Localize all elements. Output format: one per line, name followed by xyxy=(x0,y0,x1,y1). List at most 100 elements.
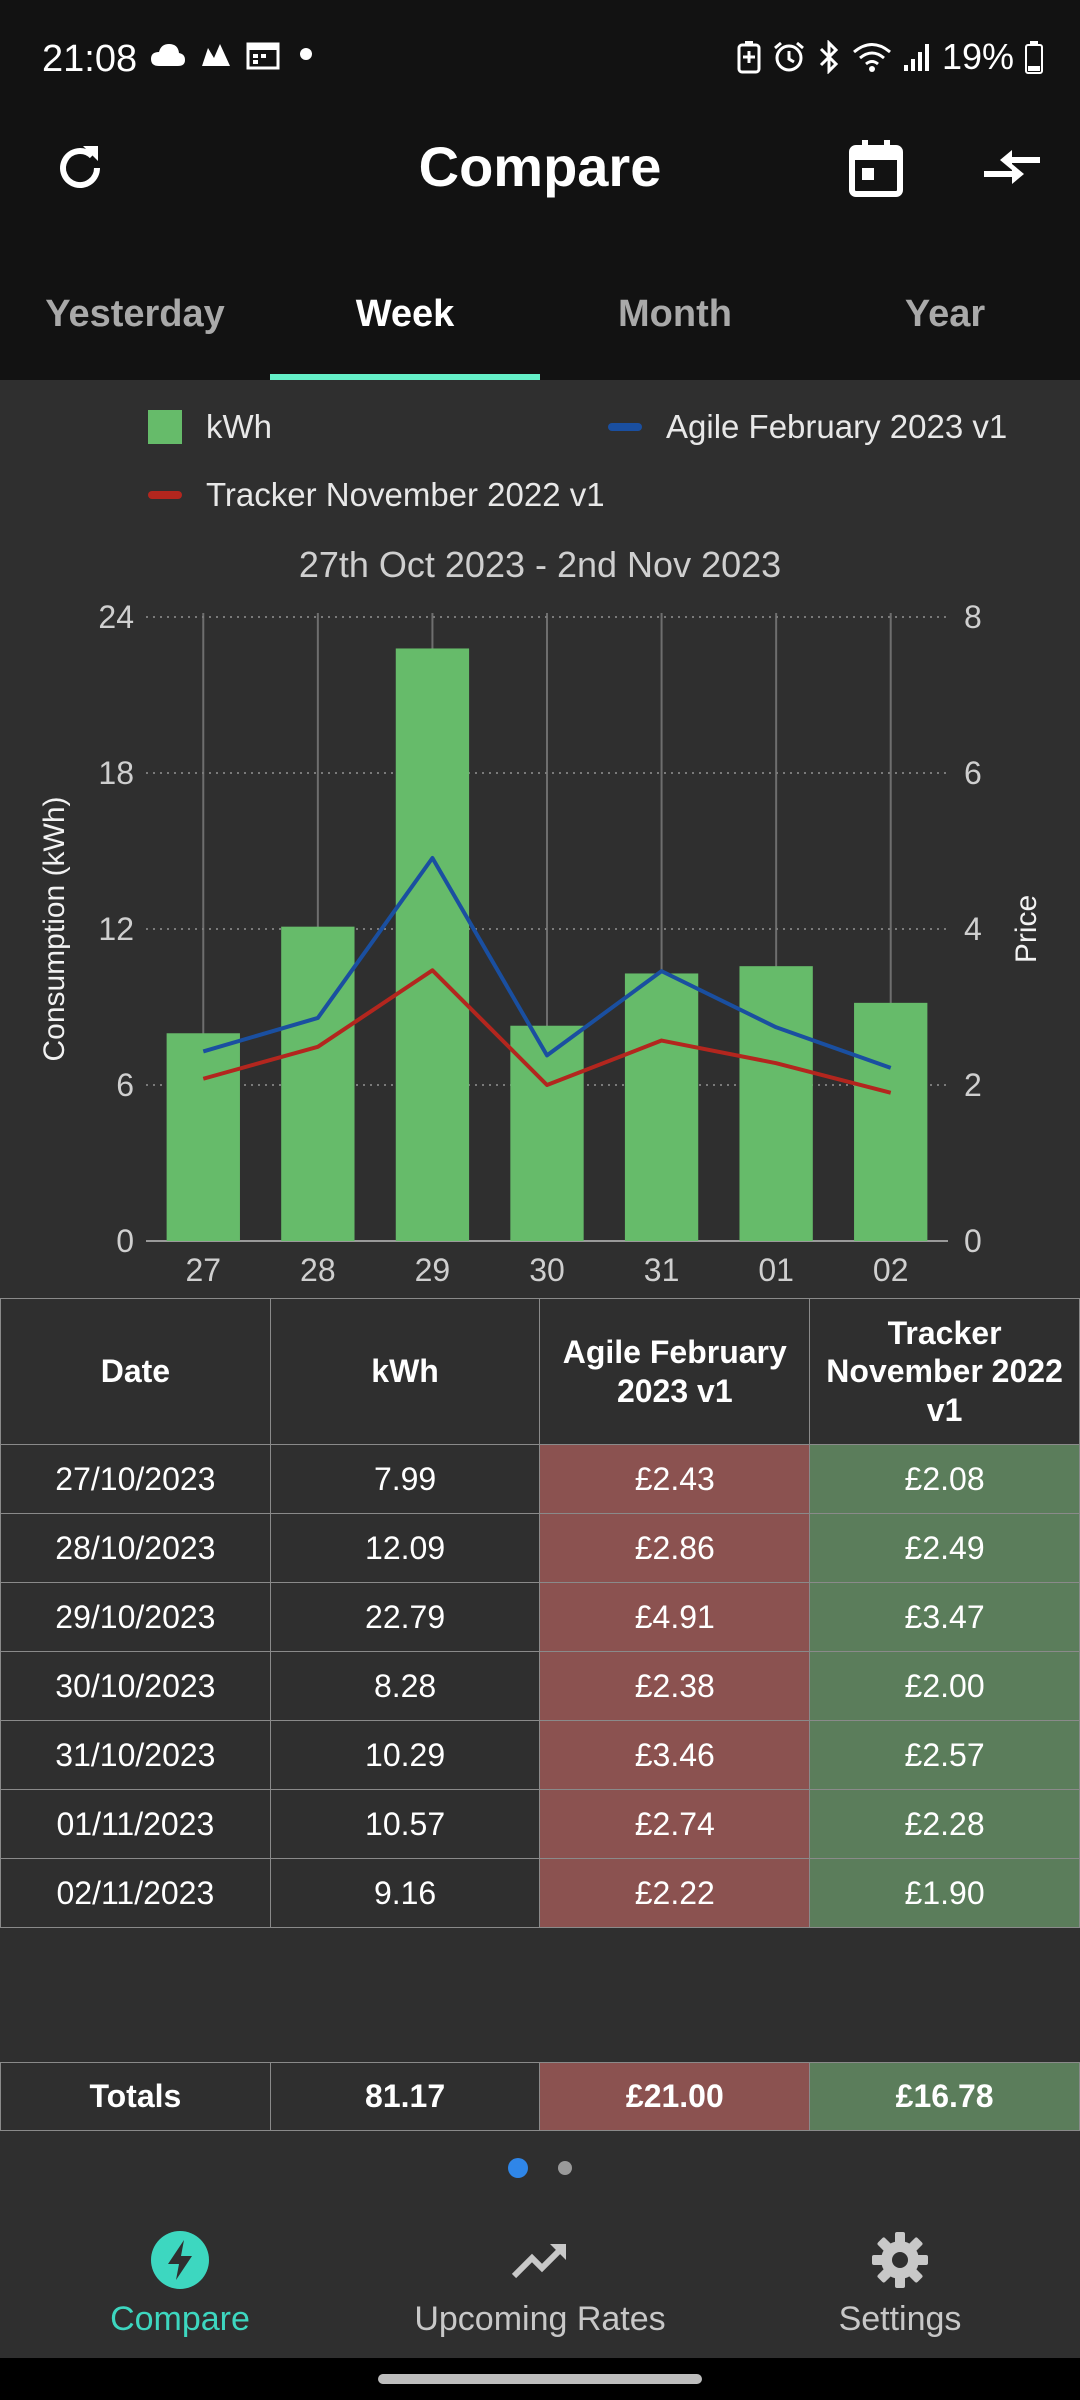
bar xyxy=(166,1033,240,1241)
cell-tracker: £3.47 xyxy=(809,1582,1080,1652)
tab-yesterday[interactable]: Yesterday xyxy=(45,292,225,335)
battery-percent: 19% xyxy=(941,36,1014,77)
nav-upcoming-rates[interactable]: Upcoming Rates xyxy=(360,2196,720,2358)
cell-tracker: £2.08 xyxy=(809,1444,1080,1514)
x-tick-label: 30 xyxy=(529,1252,565,1288)
status-icons-left xyxy=(150,40,320,70)
cell-tracker: £2.28 xyxy=(809,1789,1080,1859)
chart-title: 27th Oct 2023 - 2nd Nov 2023 xyxy=(299,544,781,585)
bar xyxy=(854,1002,928,1241)
header-kwh: kWh xyxy=(269,1298,541,1445)
cell-date: 29/10/2023 xyxy=(0,1582,271,1652)
table-body: 27/10/2023 7.99 £2.43 £2.08 28/10/2023 12.09 £… xyxy=(0,1444,1080,1928)
cell-agile: £2.43 xyxy=(539,1444,811,1514)
status-time: 21:08 xyxy=(42,38,138,80)
cell-tracker: £2.49 xyxy=(809,1513,1080,1583)
page-dot-2[interactable] xyxy=(558,2161,572,2175)
table-header-row: Date kWh Agile February 2023 v1 Tracker … xyxy=(0,1298,1080,1445)
calendar-icon xyxy=(246,42,280,70)
cell-kwh: 8.28 xyxy=(269,1651,541,1721)
bar xyxy=(624,973,699,1241)
cell-kwh: 12.09 xyxy=(269,1513,541,1583)
signal-icon xyxy=(903,44,929,71)
legend-kwh-label: kWh xyxy=(206,408,272,445)
nav-compare[interactable]: Compare xyxy=(0,2196,360,2358)
consumption-chart: 27th Oct 2023 - 2nd Nov 2023 0 6 12 18 24 0 2 4 6… xyxy=(0,530,1080,1290)
cloud-icon xyxy=(202,44,230,66)
gesture-bar xyxy=(0,2358,1080,2400)
totals-table: Totals 81.17 £21.00 £16.78 xyxy=(0,2062,1080,2131)
bottom-nav: Compare Upcoming Rates Settings xyxy=(0,2196,1080,2358)
page-indicator xyxy=(0,2158,1080,2178)
battery-saver-icon xyxy=(737,41,761,74)
tab-month[interactable]: Month xyxy=(618,292,732,335)
table-row: 01/11/2023 10.57 £2.74 £2.28 xyxy=(0,1789,1080,1859)
battery-icon xyxy=(1025,41,1043,74)
nav-settings[interactable]: Settings xyxy=(720,2196,1080,2358)
table-row: 30/10/2023 8.28 £2.38 £2.00 xyxy=(0,1651,1080,1721)
refresh-icon xyxy=(60,146,100,189)
calendar-button[interactable] xyxy=(836,128,916,208)
compare-arrows-button[interactable] xyxy=(972,128,1052,208)
period-tabs: Yesterday Week Month Year xyxy=(0,248,1080,380)
y-tick-label: 0 xyxy=(116,1223,134,1259)
legend-tracker-label: Tracker November 2022 v1 xyxy=(206,476,605,513)
gesture-handle[interactable] xyxy=(378,2374,702,2384)
cell-date: 27/10/2023 xyxy=(0,1444,271,1514)
tab-week[interactable]: Week xyxy=(270,248,540,380)
bluetooth-icon xyxy=(819,40,839,74)
cell-agile: £2.86 xyxy=(539,1513,811,1583)
status-icons-right: 19% xyxy=(736,36,1044,78)
cell-kwh: 10.57 xyxy=(269,1789,541,1859)
cell-kwh: 10.29 xyxy=(269,1720,541,1790)
x-tick-label: 28 xyxy=(300,1252,336,1288)
legend-agile: Agile February 2023 v1 xyxy=(608,408,1007,446)
x-tick-label: 31 xyxy=(644,1252,680,1288)
cell-agile: £2.74 xyxy=(539,1789,811,1859)
header-tracker: Tracker November 2022 v1 xyxy=(809,1298,1080,1445)
status-bar: 21:08 19% xyxy=(0,0,1080,88)
totals-agile: £21.00 xyxy=(539,2062,811,2131)
header-date: Date xyxy=(0,1298,271,1445)
page-dot-1[interactable] xyxy=(508,2158,528,2178)
bar xyxy=(739,966,813,1241)
y-tick-label: 6 xyxy=(116,1067,134,1103)
chart-svg: 27th Oct 2023 - 2nd Nov 2023061218240246… xyxy=(38,544,1043,1288)
compare-arrows-icon xyxy=(984,150,1040,184)
cell-agile: £3.46 xyxy=(539,1720,811,1790)
legend-agile-swatch xyxy=(608,423,642,431)
dot-icon xyxy=(300,48,312,60)
cell-tracker: £2.00 xyxy=(809,1651,1080,1721)
y2-axis-label: Price xyxy=(1010,895,1043,963)
tab-year[interactable]: Year xyxy=(904,292,986,335)
nav-upcoming-rates-label: Upcoming Rates xyxy=(414,2300,666,2338)
table-row: 02/11/2023 9.16 £2.22 £1.90 xyxy=(0,1858,1080,1928)
cell-date: 02/11/2023 xyxy=(0,1858,271,1928)
legend-kwh-swatch xyxy=(148,410,182,444)
trending-up-icon xyxy=(511,2244,566,2279)
x-tick-label: 01 xyxy=(758,1252,794,1288)
y-tick-label: 18 xyxy=(98,755,134,791)
header-agile: Agile February 2023 v1 xyxy=(539,1298,811,1445)
totals-label: Totals xyxy=(0,2062,271,2131)
app-bar: Compare xyxy=(0,88,1080,248)
bar xyxy=(281,926,355,1241)
y2-tick-label: 0 xyxy=(964,1223,982,1259)
nav-settings-label: Settings xyxy=(838,2300,962,2338)
y-tick-label: 12 xyxy=(98,911,134,947)
cell-tracker: £2.57 xyxy=(809,1720,1080,1790)
cell-agile: £2.22 xyxy=(539,1858,811,1928)
cell-date: 28/10/2023 xyxy=(0,1513,271,1583)
cell-kwh: 7.99 xyxy=(269,1444,541,1514)
x-tick-label: 27 xyxy=(185,1252,221,1288)
refresh-button[interactable] xyxy=(40,128,120,208)
cell-date: 31/10/2023 xyxy=(0,1720,271,1790)
tracker-line xyxy=(202,968,892,1095)
cell-date: 01/11/2023 xyxy=(0,1789,271,1859)
x-tick-label: 29 xyxy=(415,1252,451,1288)
totals-kwh: 81.17 xyxy=(269,2062,541,2131)
cell-agile: £4.91 xyxy=(539,1582,811,1652)
lightning-icon xyxy=(151,2231,209,2289)
bar xyxy=(395,648,470,1241)
chart-legend: kWh Agile February 2023 v1 Tracker Novem… xyxy=(0,380,1080,530)
